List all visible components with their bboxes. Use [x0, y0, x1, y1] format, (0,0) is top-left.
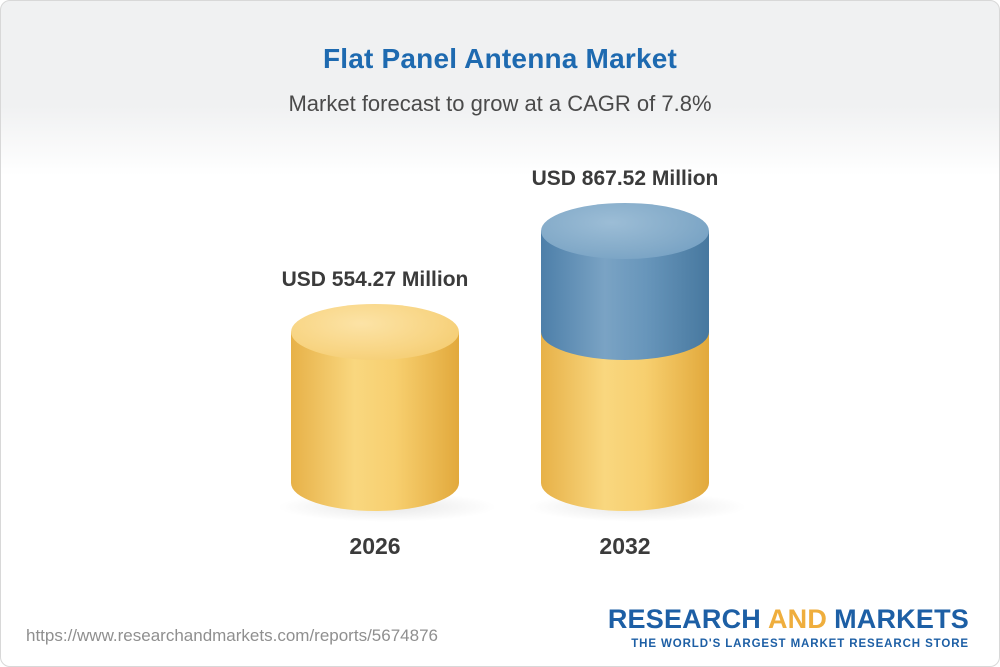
page-subtitle: Market forecast to grow at a CAGR of 7.8… [288, 91, 712, 116]
category-label-2032: 2032 [599, 533, 651, 559]
logo-word-and: AND [767, 604, 828, 634]
logo-wordmark: RESEARCH AND MARKETS [608, 604, 969, 635]
research-and-markets-logo: RESEARCH AND MARKETS THE WORLD'S LARGEST M… [608, 604, 969, 650]
category-label-2026: 2026 [349, 533, 401, 559]
bar-2026 [291, 304, 459, 511]
value-label-2032: USD 867.52 Million [531, 167, 719, 190]
bar-2026-body [291, 332, 459, 511]
source-url: https://www.researchandmarkets.com/repor… [26, 626, 438, 645]
bar-2032-base-segment [541, 332, 709, 511]
logo-word-research: RESEARCH [607, 604, 761, 634]
bar-2032-top [541, 203, 709, 259]
bar-2026-top [291, 304, 459, 360]
logo-tagline: THE WORLD'S LARGEST MARKET RESEARCH STOR… [631, 638, 969, 650]
value-label-2026: USD 554.27 Million [281, 268, 469, 291]
bar-2032-growth-segment [541, 203, 709, 360]
page-title: Flat Panel Antenna Market [322, 43, 678, 74]
logo-word-markets: MARKETS [834, 604, 969, 634]
bar-2032 [541, 203, 709, 511]
header: Flat Panel Antenna Market Market forecas… [1, 1, 999, 117]
